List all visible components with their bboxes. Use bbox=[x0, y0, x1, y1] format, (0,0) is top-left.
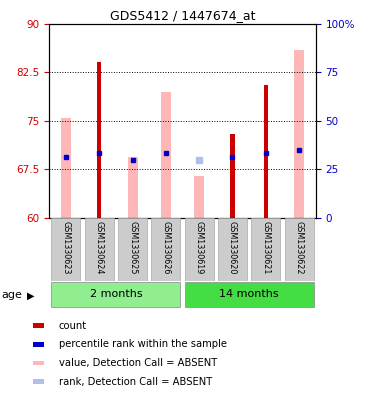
Text: GSM1330619: GSM1330619 bbox=[195, 221, 204, 275]
Bar bbox=[85, 218, 114, 281]
Bar bbox=[33, 361, 43, 365]
Text: age: age bbox=[2, 290, 23, 300]
Text: count: count bbox=[59, 321, 87, 331]
Bar bbox=[218, 218, 247, 281]
Bar bbox=[97, 62, 101, 218]
Text: 14 months: 14 months bbox=[219, 289, 279, 299]
Bar bbox=[61, 118, 71, 218]
Bar bbox=[161, 92, 171, 218]
Bar bbox=[51, 282, 180, 307]
Bar bbox=[33, 380, 43, 384]
Text: GSM1330620: GSM1330620 bbox=[228, 221, 237, 275]
Title: GDS5412 / 1447674_at: GDS5412 / 1447674_at bbox=[110, 9, 255, 22]
Bar bbox=[33, 342, 43, 347]
Bar bbox=[51, 218, 80, 281]
Bar bbox=[33, 323, 43, 328]
Bar bbox=[185, 282, 314, 307]
Bar bbox=[118, 218, 147, 281]
Bar bbox=[194, 176, 204, 218]
Bar bbox=[285, 218, 314, 281]
Bar bbox=[151, 218, 180, 281]
Bar bbox=[230, 134, 235, 218]
Text: percentile rank within the sample: percentile rank within the sample bbox=[59, 340, 227, 349]
Text: GSM1330625: GSM1330625 bbox=[128, 221, 137, 275]
Text: value, Detection Call = ABSENT: value, Detection Call = ABSENT bbox=[59, 358, 217, 368]
Text: GSM1330621: GSM1330621 bbox=[261, 221, 270, 275]
Bar bbox=[127, 156, 138, 218]
Text: rank, Detection Call = ABSENT: rank, Detection Call = ABSENT bbox=[59, 377, 212, 387]
Bar bbox=[264, 85, 268, 218]
Bar bbox=[251, 218, 280, 281]
Text: GSM1330624: GSM1330624 bbox=[95, 221, 104, 275]
Text: GSM1330623: GSM1330623 bbox=[61, 221, 70, 275]
Text: ▶: ▶ bbox=[27, 290, 35, 301]
Text: GSM1330626: GSM1330626 bbox=[161, 221, 170, 275]
Bar bbox=[185, 218, 214, 281]
Text: 2 months: 2 months bbox=[89, 289, 142, 299]
Bar bbox=[294, 50, 304, 218]
Text: GSM1330622: GSM1330622 bbox=[295, 221, 304, 275]
